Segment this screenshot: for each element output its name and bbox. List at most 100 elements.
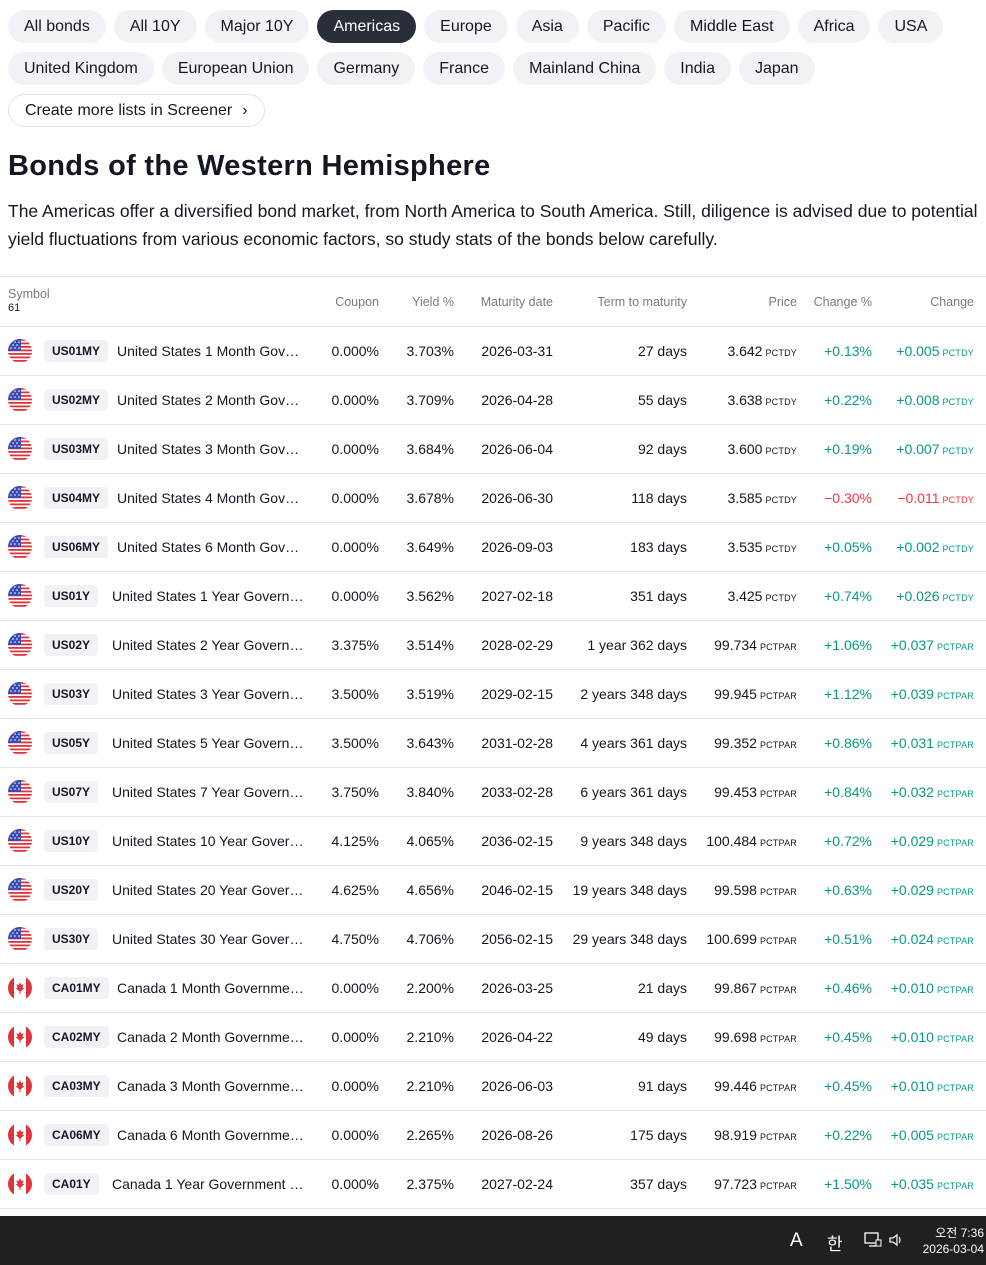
volume-icon[interactable] bbox=[888, 1233, 904, 1252]
bond-name[interactable]: United States 2 Year Govern… bbox=[112, 637, 304, 653]
price-unit: PCTDY bbox=[765, 544, 797, 554]
chip-france[interactable]: France bbox=[423, 52, 506, 85]
bond-name[interactable]: United States 1 Month Gove… bbox=[117, 343, 305, 359]
header-yield[interactable]: Yield % bbox=[412, 295, 454, 309]
change-cell: +0.029 PCTPAR bbox=[891, 817, 974, 867]
bond-name[interactable]: Canada 1 Month Governmen… bbox=[117, 980, 305, 996]
bond-name[interactable]: United States 4 Month Gove… bbox=[117, 490, 305, 506]
table-row[interactable]: CA03MY Canada 3 Month Governmen… 0.000% 2.2… bbox=[0, 1062, 986, 1111]
ticker-badge[interactable]: CA02MY bbox=[44, 1026, 109, 1048]
bond-name[interactable]: Canada 6 Month Governmen… bbox=[117, 1127, 305, 1143]
table-row[interactable]: US05Y United States 5 Year Govern… 3.500% 3… bbox=[0, 719, 986, 768]
price-cell: 99.698 PCTPAR bbox=[714, 1013, 797, 1063]
table-row[interactable]: US20Y United States 20 Year Gover… 4.625% 4… bbox=[0, 866, 986, 915]
table-row[interactable]: US04MY United States 4 Month Gove… 0.000% 3… bbox=[0, 474, 986, 523]
table-row[interactable]: US01Y United States 1 Year Govern… 0.000% 3… bbox=[0, 572, 986, 621]
chip-middle-east[interactable]: Middle East bbox=[673, 10, 790, 43]
term-cell: 2 years 348 days bbox=[580, 686, 687, 702]
chip-all-bonds[interactable]: All bonds bbox=[8, 10, 106, 43]
table-row[interactable]: US01MY United States 1 Month Gove… 0.000% 3… bbox=[0, 327, 986, 376]
bond-name[interactable]: United States 6 Month Gove… bbox=[117, 539, 305, 555]
ticker-badge[interactable]: US03Y bbox=[44, 683, 99, 705]
bond-name[interactable]: United States 1 Year Govern… bbox=[112, 588, 304, 604]
header-maturity[interactable]: Maturity date bbox=[480, 295, 553, 309]
price-cell: 99.453 PCTPAR bbox=[714, 768, 797, 818]
bond-name[interactable]: United States 10 Year Gover… bbox=[112, 833, 304, 849]
bond-name[interactable]: United States 7 Year Govern… bbox=[112, 784, 304, 800]
bond-name[interactable]: Canada 2 Month Governmen… bbox=[117, 1029, 305, 1045]
table-row[interactable]: CA02MY Canada 2 Month Governmen… 0.000% 2.2… bbox=[0, 1013, 986, 1062]
header-term[interactable]: Term to maturity bbox=[597, 295, 687, 309]
bond-name[interactable]: Canada 3 Month Governmen… bbox=[117, 1078, 305, 1094]
us-flag-icon bbox=[8, 584, 32, 608]
create-list-link[interactable]: Create more lists in Screener › bbox=[8, 94, 265, 127]
chip-africa[interactable]: Africa bbox=[797, 10, 871, 43]
bond-name[interactable]: United States 2 Month Gove… bbox=[117, 392, 305, 408]
table-row[interactable]: US30Y United States 30 Year Gover… 4.750% 4… bbox=[0, 915, 986, 964]
ticker-badge[interactable]: US01Y bbox=[44, 585, 99, 607]
header-symbol[interactable]: Symbol 61 bbox=[8, 287, 50, 315]
ticker-badge[interactable]: US03MY bbox=[44, 438, 109, 460]
chip-united-kingdom[interactable]: United Kingdom bbox=[8, 52, 154, 85]
chip-european-union[interactable]: European Union bbox=[161, 52, 310, 85]
chip-asia[interactable]: Asia bbox=[515, 10, 579, 43]
table-row[interactable]: CA01Y Canada 1 Year Government B… 0.000% 2.… bbox=[0, 1160, 986, 1209]
ticker-badge[interactable]: US01MY bbox=[44, 340, 109, 362]
table-row[interactable]: CA01MY Canada 1 Month Governmen… 0.000% 2.2… bbox=[0, 964, 986, 1013]
clock[interactable]: 오전 7:36 2026-03-04 bbox=[923, 1225, 984, 1257]
chip-pacific[interactable]: Pacific bbox=[586, 10, 666, 43]
chip-usa[interactable]: USA bbox=[878, 10, 944, 43]
table-row[interactable]: US03Y United States 3 Year Govern… 3.500% 3… bbox=[0, 670, 986, 719]
header-coupon[interactable]: Coupon bbox=[335, 295, 379, 309]
bond-name[interactable]: United States 5 Year Govern… bbox=[112, 735, 304, 751]
ticker-badge[interactable]: CA06MY bbox=[44, 1124, 109, 1146]
us-flag-icon bbox=[8, 388, 32, 412]
ticker-badge[interactable]: CA03MY bbox=[44, 1075, 109, 1097]
change-pct-cell: +0.45% bbox=[824, 1078, 872, 1094]
bond-name[interactable]: Canada 1 Year Government B… bbox=[112, 1176, 305, 1192]
network-icon[interactable] bbox=[864, 1232, 882, 1253]
table-row[interactable]: US06MY United States 6 Month Gove… 0.000% 3… bbox=[0, 523, 986, 572]
ime-language-indicator[interactable]: 한 bbox=[827, 1235, 843, 1255]
chip-germany[interactable]: Germany bbox=[317, 52, 416, 85]
chip-mainland-china[interactable]: Mainland China bbox=[513, 52, 657, 85]
ticker-badge[interactable]: US06MY bbox=[44, 536, 109, 558]
price-unit: PCTPAR bbox=[759, 838, 797, 848]
chip-all-10y[interactable]: All 10Y bbox=[113, 10, 197, 43]
term-cell: 4 years 361 days bbox=[580, 735, 687, 751]
header-change[interactable]: Change bbox=[930, 295, 974, 309]
header-price[interactable]: Price bbox=[768, 295, 797, 309]
table-row[interactable]: US02Y United States 2 Year Govern… 3.375% 3… bbox=[0, 621, 986, 670]
ticker-badge[interactable]: CA01MY bbox=[44, 977, 109, 999]
table-row[interactable]: US03MY United States 3 Month Gove… 0.000% 3… bbox=[0, 425, 986, 474]
ticker-badge[interactable]: CA01Y bbox=[44, 1173, 99, 1195]
table-row[interactable]: US07Y United States 7 Year Govern… 3.750% 3… bbox=[0, 768, 986, 817]
bond-name[interactable]: United States 3 Month Gove… bbox=[117, 441, 305, 457]
ticker-badge[interactable]: US20Y bbox=[44, 879, 99, 901]
chip-japan[interactable]: Japan bbox=[738, 52, 815, 85]
price-cell: 99.734 PCTPAR bbox=[714, 621, 797, 671]
chip-europe[interactable]: Europe bbox=[424, 10, 508, 43]
ticker-badge[interactable]: US10Y bbox=[44, 830, 99, 852]
ticker-badge[interactable]: US02MY bbox=[44, 389, 109, 411]
chip-major-10y[interactable]: Major 10Y bbox=[204, 10, 310, 43]
bond-name[interactable]: United States 30 Year Gover… bbox=[112, 931, 304, 947]
price-value: 99.698 bbox=[714, 1029, 757, 1045]
table-row[interactable]: US02MY United States 2 Month Gove… 0.000% 3… bbox=[0, 376, 986, 425]
ticker-badge[interactable]: US30Y bbox=[44, 928, 99, 950]
ime-mode-indicator[interactable]: A bbox=[790, 1230, 803, 1251]
ticker-badge[interactable]: US07Y bbox=[44, 781, 99, 803]
chip-americas[interactable]: Americas bbox=[317, 10, 417, 43]
chip-india[interactable]: India bbox=[664, 52, 731, 85]
change-unit: PCTPAR bbox=[936, 642, 974, 652]
header-change-pct[interactable]: Change % bbox=[813, 295, 872, 309]
bond-name[interactable]: United States 20 Year Gover… bbox=[112, 882, 304, 898]
ticker-badge[interactable]: US04MY bbox=[44, 487, 109, 509]
bond-name[interactable]: United States 3 Year Govern… bbox=[112, 686, 304, 702]
table-row[interactable]: US10Y United States 10 Year Gover… 4.125% 4… bbox=[0, 817, 986, 866]
ticker-badge[interactable]: US02Y bbox=[44, 634, 99, 656]
change-value: +0.029 bbox=[890, 833, 934, 849]
change-value: +0.031 bbox=[890, 735, 934, 751]
table-row[interactable]: CA06MY Canada 6 Month Governmen… 0.000% 2.2… bbox=[0, 1111, 986, 1160]
ticker-badge[interactable]: US05Y bbox=[44, 732, 99, 754]
